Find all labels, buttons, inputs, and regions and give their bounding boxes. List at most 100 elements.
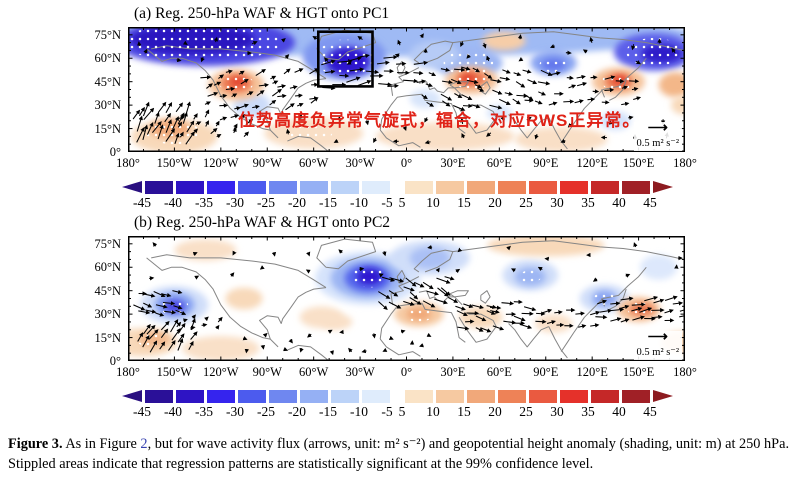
y-tick-label: 0° xyxy=(109,354,121,368)
x-tick-label: 120°W xyxy=(203,156,239,170)
colorbar-swatch xyxy=(498,389,526,403)
y-tick-label: 30°N xyxy=(94,307,121,322)
colorbar-tick-label: 40 xyxy=(612,195,626,210)
colorbar-cap-right xyxy=(653,390,673,402)
x-tick-label: 150°E xyxy=(622,365,655,379)
colorbar-cap-left xyxy=(122,181,142,193)
colorbar-tick-label: 10 xyxy=(426,195,440,210)
panel-a-annotation: 位势高度负异常气旋式，辐合，对应RWS正异常。 xyxy=(238,111,641,130)
colorbar-swatch xyxy=(362,180,390,194)
panel-a-map: 位势高度负异常气旋式，辐合，对应RWS正异常。 ⟶ 0.5 m² s⁻² xyxy=(128,27,685,152)
colorbar-cap-left xyxy=(122,390,142,402)
x-tick-label: 180° xyxy=(116,156,140,170)
colorbar-tick-label: -20 xyxy=(288,195,306,210)
colorbar-tick-label: 45 xyxy=(643,404,657,419)
panel-a-x-axis: 180° 150°W 120°W 90°W 60°W 30°W 0° 30°E 60°E 90°E… xyxy=(116,156,697,172)
colorbar-tick-label: 20 xyxy=(488,404,502,419)
colorbar-tick-label: -5 xyxy=(381,404,393,419)
vector-scale-label-b: 0.5 m² s⁻² xyxy=(636,347,679,358)
colorbar-tick-label: 15 xyxy=(457,195,471,210)
x-tick-label: 30°W xyxy=(345,365,375,379)
colorbar-tick-label: -40 xyxy=(164,404,182,419)
x-tick-label: 90°W xyxy=(252,365,282,379)
colorbar-tick-label: 15 xyxy=(457,404,471,419)
figure-2-link[interactable]: 2 xyxy=(140,436,148,452)
colorbar-swatch xyxy=(498,180,526,194)
colorbar-tick-label: -35 xyxy=(195,195,213,210)
y-tick-label: 15°N xyxy=(94,121,121,136)
colorbar-tick-label: -45 xyxy=(133,195,151,210)
x-tick-label: 90°W xyxy=(252,156,282,170)
colorbar-swatch xyxy=(238,180,266,194)
colorbar-tick-label: 35 xyxy=(581,195,595,210)
panel-a-map-canvas xyxy=(128,27,685,152)
colorbar-tick-label: 20 xyxy=(488,195,502,210)
x-tick-label: 180° xyxy=(673,156,697,170)
x-tick-label: 90°E xyxy=(533,156,559,170)
colorbar-swatch xyxy=(300,180,328,194)
colorbar-tick-label: 35 xyxy=(581,404,595,419)
colorbar-tick-label: -15 xyxy=(319,404,337,419)
colorbar-cap-right xyxy=(653,181,673,193)
x-tick-label: 60°E xyxy=(486,365,512,379)
colorbar-swatch xyxy=(591,389,619,403)
x-tick-label: 180° xyxy=(116,365,140,379)
y-tick-label: 45°N xyxy=(94,283,121,298)
vector-scale-a: ⟶ 0.5 m² s⁻² xyxy=(633,121,682,151)
colorbar-b: -45 -40 -35 -30 -25 -20 -15 -10 -5 5 10 15 20 25 30 35 4… xyxy=(122,389,673,425)
reference-arrow-icon: ⟶ xyxy=(647,121,668,136)
y-tick-label: 75°N xyxy=(94,236,121,251)
colorbar-swatch xyxy=(362,389,390,403)
x-tick-label: 180° xyxy=(673,365,697,379)
colorbar-swatch xyxy=(331,389,359,403)
colorbar-tick-label: 40 xyxy=(612,404,626,419)
colorbar-tick-label: -40 xyxy=(164,195,182,210)
colorbar-tick-label: 5 xyxy=(398,195,406,210)
y-tick-label: 0° xyxy=(109,145,121,159)
colorbar-swatch xyxy=(529,180,557,194)
x-tick-label: 30°E xyxy=(440,156,466,170)
y-tick-label: 60°N xyxy=(94,260,121,275)
colorbar-swatch xyxy=(145,389,173,403)
colorbar-swatch xyxy=(622,180,650,194)
colorbar-tick-label: 25 xyxy=(519,404,533,419)
colorbar-swatch xyxy=(560,180,588,194)
x-tick-label: 30°E xyxy=(440,365,466,379)
panel-b-title: (b) Reg. 250-hPa WAF & HGT onto PC2 xyxy=(134,214,391,231)
colorbar-swatch xyxy=(529,389,557,403)
y-tick-label: 15°N xyxy=(94,330,121,345)
colorbar-swatch xyxy=(467,180,495,194)
colorbar-swatch xyxy=(331,180,359,194)
x-tick-label: 0° xyxy=(400,156,413,170)
panel-b-map-canvas xyxy=(128,236,685,361)
colorbar-swatch xyxy=(560,389,588,403)
colorbar-bar xyxy=(122,389,673,403)
vector-scale-b: ⟶ 0.5 m² s⁻² xyxy=(633,331,682,360)
panel-a-y-axis: 75°N 60°N 45°N 30°N 15°N 0° xyxy=(86,27,124,159)
x-tick-label: 60°W xyxy=(299,156,329,170)
vector-scale-label-a: 0.5 m² s⁻² xyxy=(636,138,679,149)
colorbar-swatch xyxy=(145,180,173,194)
colorbar-swatch xyxy=(207,180,235,194)
colorbar-swatch xyxy=(405,180,433,194)
x-tick-label: 150°W xyxy=(156,365,193,379)
colorbar-tick-label: -35 xyxy=(195,404,213,419)
caption-label: Figure 3. xyxy=(8,436,63,452)
colorbar-tick-label: -5 xyxy=(381,195,393,210)
colorbar-swatch xyxy=(238,389,266,403)
panel-b-y-axis: 75°N 60°N 45°N 30°N 15°N 0° xyxy=(86,236,124,368)
colorbar-swatch xyxy=(622,389,650,403)
colorbar-tick-label: -25 xyxy=(257,404,275,419)
colorbar-tick-label: -15 xyxy=(319,195,337,210)
caption-text-pre: As in Figure xyxy=(62,436,141,452)
panel-b-map: ⟶ 0.5 m² s⁻² xyxy=(128,236,685,361)
x-tick-label: 120°E xyxy=(576,365,608,379)
colorbar-tick-label: 5 xyxy=(398,404,406,419)
x-tick-label: 90°E xyxy=(533,365,559,379)
colorbar-tick-label: -25 xyxy=(257,195,275,210)
x-tick-label: 150°W xyxy=(156,156,193,170)
colorbar-swatch xyxy=(591,180,619,194)
colorbar-swatch xyxy=(269,389,297,403)
colorbar-bar xyxy=(122,180,673,194)
